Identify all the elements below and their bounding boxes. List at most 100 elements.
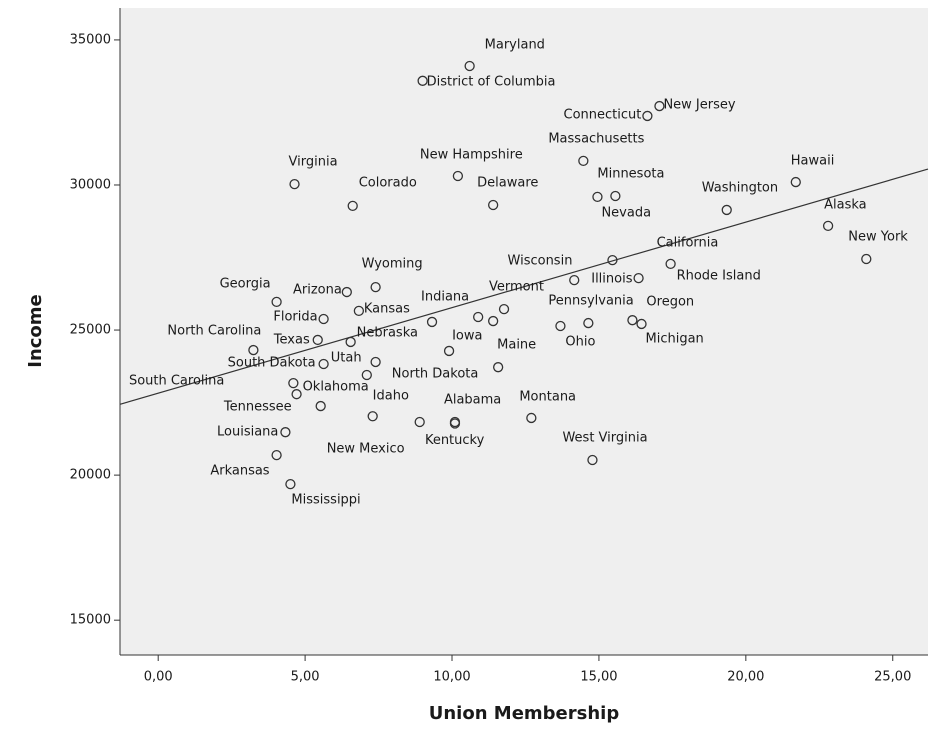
plot-area <box>120 8 928 655</box>
point <box>347 200 358 212</box>
point <box>289 178 300 190</box>
point-label: New Mexico <box>327 442 405 457</box>
point <box>288 377 299 389</box>
point-label: Michigan <box>646 331 704 346</box>
point <box>345 336 356 348</box>
point <box>370 281 381 293</box>
point-label: Montana <box>519 389 576 404</box>
point-label: Washington <box>702 180 778 195</box>
point-label: Massachusetts <box>548 131 644 146</box>
point-label: Arizona <box>293 283 342 298</box>
point-label: Wyoming <box>362 257 423 272</box>
point-label: Connecticut <box>564 107 642 122</box>
point <box>271 449 282 461</box>
point-label: New Hampshire <box>420 147 523 162</box>
point <box>464 60 475 72</box>
point <box>587 454 598 466</box>
point <box>452 170 464 182</box>
point-label: North Carolina <box>167 324 261 339</box>
point-label: South Carolina <box>129 374 224 389</box>
point <box>633 272 644 284</box>
point <box>498 304 510 315</box>
point <box>280 427 291 438</box>
point-label: Wisconsin <box>508 254 573 269</box>
point-label: Alabama <box>444 393 501 408</box>
y-tick-label: 30000 <box>70 177 111 192</box>
point <box>569 274 580 286</box>
point-label: Nevada <box>601 205 651 220</box>
point <box>414 416 425 428</box>
x-axis-title: Union Membership <box>429 703 620 724</box>
point-label: Delaware <box>477 176 538 191</box>
point <box>417 75 428 86</box>
point <box>271 296 282 308</box>
point-label: Pennsylvania <box>548 294 633 309</box>
point-label: Georgia <box>220 276 271 291</box>
point <box>636 318 647 330</box>
x-tick-label: 5,00 <box>291 670 320 685</box>
point-label: Texas <box>273 332 310 347</box>
point-label: Louisiana <box>217 425 278 440</box>
point-label: Rhode Island <box>677 269 761 284</box>
point <box>449 418 461 429</box>
point <box>526 412 537 424</box>
point-label: Illinois <box>591 272 632 287</box>
y-tick-label: 20000 <box>70 468 111 483</box>
point-label: New York <box>848 229 908 244</box>
point <box>370 356 381 368</box>
point <box>492 362 504 373</box>
point <box>578 155 589 167</box>
y-tick-label: 35000 <box>70 32 111 47</box>
x-tick-label: 15,00 <box>580 670 617 685</box>
point <box>822 220 834 232</box>
point <box>473 311 484 323</box>
point <box>341 286 352 298</box>
point-label: Oregon <box>646 295 694 310</box>
point-label: New Jersey <box>663 98 735 113</box>
point-label: Arkansas <box>210 464 269 479</box>
point-label: Maryland <box>485 38 545 53</box>
point <box>312 334 323 346</box>
point <box>642 110 653 122</box>
point-label: Colorado <box>359 175 417 190</box>
point <box>318 358 329 370</box>
point <box>361 369 372 381</box>
point <box>627 315 638 326</box>
point <box>426 316 438 328</box>
point-label: Nebraska <box>357 325 418 340</box>
y-tick-label: 15000 <box>70 613 111 628</box>
point <box>861 253 872 265</box>
point-label: Hawaii <box>791 154 835 169</box>
point <box>443 345 455 357</box>
point-label: South Dakota <box>228 355 316 370</box>
point-label: Tennessee <box>223 400 292 415</box>
point <box>790 176 801 188</box>
point-label: West Virginia <box>562 431 647 446</box>
point <box>592 191 603 203</box>
point <box>353 305 365 317</box>
point <box>291 389 302 400</box>
point <box>285 478 296 490</box>
point <box>665 258 676 270</box>
x-tick-label: 20,00 <box>727 670 764 685</box>
point-label: Oklahoma <box>303 380 369 395</box>
point-label: Minnesota <box>597 167 664 182</box>
point <box>610 190 621 202</box>
point-label: Vermont <box>489 280 544 295</box>
x-tick-label: 25,00 <box>874 670 911 685</box>
y-tick-label: 25000 <box>70 323 111 338</box>
point-label: Idaho <box>373 389 409 404</box>
point-label: Kansas <box>364 301 410 316</box>
point-label: North Dakota <box>392 367 479 382</box>
x-tick-label: 10,00 <box>433 670 470 685</box>
fit-line <box>119 168 929 405</box>
point-label: Virginia <box>289 155 338 170</box>
point-label: Florida <box>273 310 317 325</box>
point <box>721 204 732 216</box>
point <box>487 315 499 327</box>
point-label: Utah <box>331 350 362 365</box>
point <box>318 313 329 325</box>
point <box>248 344 259 356</box>
